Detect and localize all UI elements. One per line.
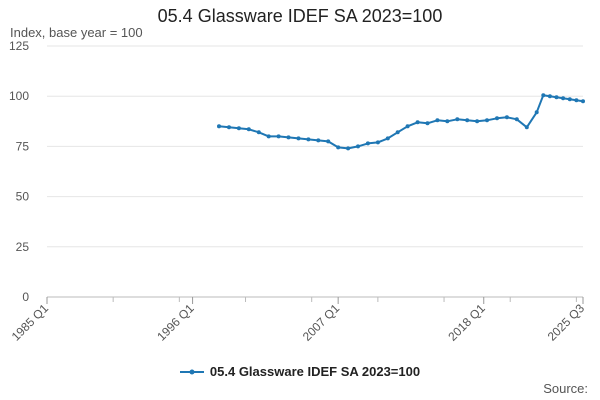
data-point — [336, 145, 341, 150]
data-point — [455, 117, 460, 122]
y-tick-label: 25 — [16, 240, 30, 254]
legend-label: 05.4 Glassware IDEF SA 2023=100 — [209, 364, 421, 379]
y-axis-label: Index, base year = 100 — [10, 25, 143, 40]
x-tick-label: 1985 Q1 — [9, 301, 52, 344]
series-line — [218, 94, 584, 150]
legend: 05.4 Glassware IDEF SA 2023=100 — [0, 364, 600, 380]
data-point — [246, 127, 251, 132]
data-point — [567, 97, 572, 102]
data-point — [485, 118, 489, 123]
data-point — [276, 134, 281, 139]
data-point — [435, 118, 440, 123]
source-label: Source: — [543, 381, 588, 396]
data-point — [504, 115, 509, 120]
data-point — [286, 135, 291, 140]
x-tick-label: 2025 Q3 — [545, 301, 588, 344]
data-point — [227, 125, 231, 130]
data-point — [296, 136, 301, 141]
data-point — [306, 137, 311, 142]
y-tick-label: 125 — [9, 39, 29, 53]
data-point — [561, 96, 566, 101]
data-point — [217, 124, 221, 129]
x-tick-label: 1996 Q1 — [154, 301, 197, 344]
y-tick-label: 100 — [9, 89, 29, 103]
data-point — [534, 110, 539, 115]
data-point — [547, 94, 552, 99]
y-tick-label: 0 — [22, 290, 29, 304]
data-point — [236, 126, 241, 131]
data-point — [326, 139, 331, 144]
data-point — [375, 140, 380, 145]
data-point — [465, 118, 470, 123]
y-tick-label: 75 — [16, 139, 30, 153]
data-point — [346, 146, 351, 151]
data-point — [395, 130, 400, 135]
data-point — [266, 134, 271, 139]
data-point — [495, 116, 499, 121]
data-point — [574, 98, 579, 103]
data-point — [316, 138, 321, 143]
legend-line-marker-icon — [179, 369, 204, 374]
data-point — [554, 95, 559, 100]
data-point — [581, 99, 585, 104]
data-point — [365, 141, 370, 146]
data-point — [475, 119, 480, 124]
data-point — [514, 117, 519, 122]
data-point — [385, 136, 390, 141]
data-point — [425, 121, 430, 126]
data-point — [405, 124, 410, 129]
data-point — [256, 130, 261, 135]
x-tick-label: 2018 Q1 — [445, 301, 488, 344]
data-point — [524, 125, 529, 130]
y-tick-label: 50 — [16, 190, 30, 204]
data-point — [445, 119, 450, 124]
data-point — [415, 120, 420, 125]
legend-item[interactable]: 05.4 Glassware IDEF SA 2023=100 — [179, 364, 421, 379]
data-point — [356, 144, 360, 149]
data-point — [541, 93, 546, 98]
x-tick-label: 2007 Q1 — [300, 301, 343, 344]
chart-title: 05.4 Glassware IDEF SA 2023=100 — [157, 6, 443, 26]
